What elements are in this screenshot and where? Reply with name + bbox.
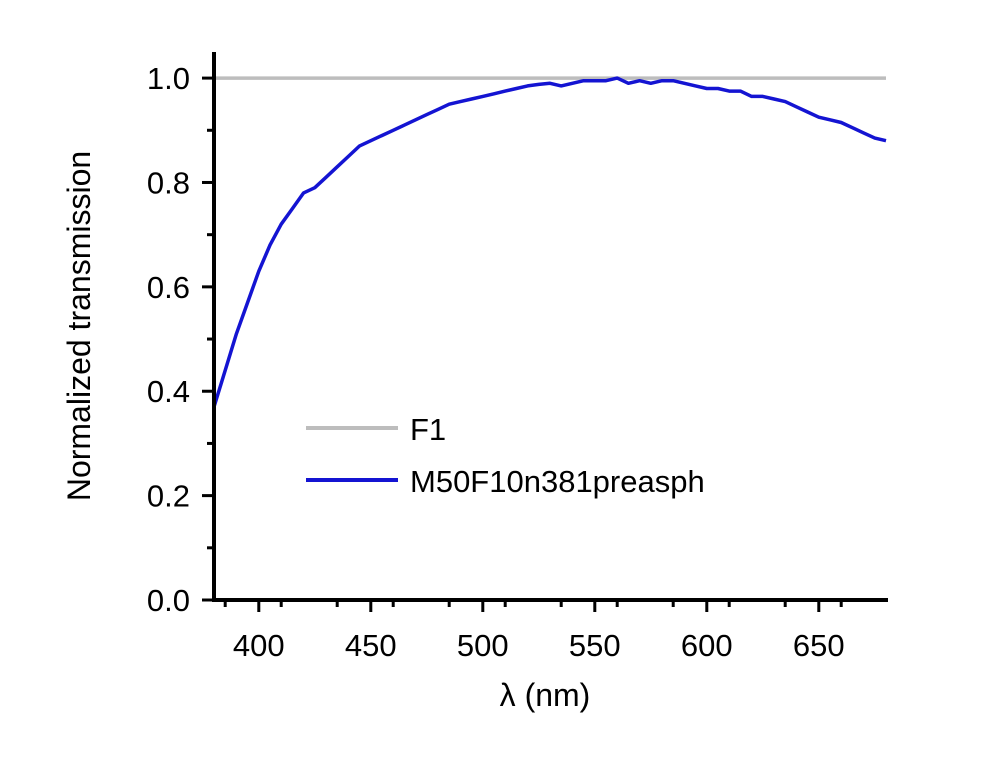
series-line-m50f10n381preasph xyxy=(212,76,887,408)
x-tick-label-500: 500 xyxy=(457,628,509,663)
y-tick-label-0.8: 0.8 xyxy=(147,165,190,200)
y-tick-label-0.6: 0.6 xyxy=(147,270,190,305)
y-ticks: 0.0 0.2 0.4 0.6 0.8 1.0 xyxy=(147,61,214,618)
y-tick-label-0: 0.0 xyxy=(147,583,190,618)
y-tick-label-0.4: 0.4 xyxy=(147,374,190,409)
x-tick-label-650: 650 xyxy=(793,628,845,663)
legend-label-m50f10n381preasph: M50F10n381preasph xyxy=(410,464,705,499)
x-ticks: 400 450 500 550 600 650 xyxy=(223,600,845,663)
legend-label-f1: F1 xyxy=(410,412,446,447)
axes xyxy=(212,52,888,602)
y-axis-title: Normalized transmission xyxy=(61,151,97,501)
legend: F1 M50F10n381preasph xyxy=(306,412,705,499)
series-layer xyxy=(212,76,887,408)
y-tick-label-0.2: 0.2 xyxy=(147,479,190,514)
x-tick-label-600: 600 xyxy=(681,628,733,663)
x-tick-label-550: 550 xyxy=(569,628,621,663)
x-tick-label-400: 400 xyxy=(233,628,285,663)
x-tick-label-450: 450 xyxy=(345,628,397,663)
y-tick-label-1: 1.0 xyxy=(147,61,190,96)
x-axis-title: λ (nm) xyxy=(500,677,591,713)
